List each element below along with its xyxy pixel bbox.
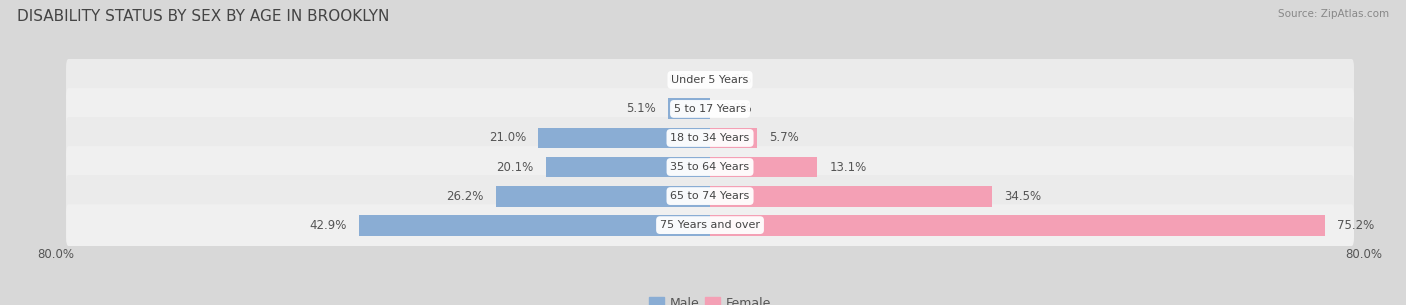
Text: DISABILITY STATUS BY SEX BY AGE IN BROOKLYN: DISABILITY STATUS BY SEX BY AGE IN BROOK… — [17, 9, 389, 24]
Bar — [546, 156, 710, 178]
Text: 75.2%: 75.2% — [1337, 219, 1374, 231]
Bar — [710, 127, 756, 149]
Text: 0.0%: 0.0% — [723, 74, 752, 86]
Bar — [360, 215, 710, 235]
Text: 5.7%: 5.7% — [769, 131, 799, 145]
Bar — [496, 186, 710, 206]
Text: 0.0%: 0.0% — [668, 74, 697, 86]
Text: 13.1%: 13.1% — [830, 160, 866, 174]
Bar — [668, 99, 710, 119]
FancyBboxPatch shape — [66, 204, 1354, 246]
FancyBboxPatch shape — [66, 175, 1354, 217]
Bar — [710, 186, 993, 206]
Text: 75 Years and over: 75 Years and over — [659, 220, 761, 230]
Text: 42.9%: 42.9% — [309, 219, 347, 231]
Text: 34.5%: 34.5% — [1004, 190, 1042, 203]
FancyBboxPatch shape — [66, 117, 1354, 159]
FancyBboxPatch shape — [66, 146, 1354, 188]
Text: Source: ZipAtlas.com: Source: ZipAtlas.com — [1278, 9, 1389, 19]
Text: 18 to 34 Years: 18 to 34 Years — [671, 133, 749, 143]
Text: 20.1%: 20.1% — [496, 160, 533, 174]
Text: 26.2%: 26.2% — [446, 190, 484, 203]
FancyBboxPatch shape — [66, 59, 1354, 101]
Text: 5 to 17 Years: 5 to 17 Years — [673, 104, 747, 114]
Text: 35 to 64 Years: 35 to 64 Years — [671, 162, 749, 172]
FancyBboxPatch shape — [66, 88, 1354, 130]
Text: 65 to 74 Years: 65 to 74 Years — [671, 191, 749, 201]
Legend: Male, Female: Male, Female — [644, 292, 776, 305]
Text: 5.1%: 5.1% — [626, 102, 657, 115]
Text: 0.0%: 0.0% — [723, 102, 752, 115]
Bar — [710, 156, 817, 178]
Text: 21.0%: 21.0% — [489, 131, 526, 145]
Text: Under 5 Years: Under 5 Years — [672, 75, 748, 85]
Bar — [538, 127, 710, 149]
Bar — [710, 215, 1324, 235]
